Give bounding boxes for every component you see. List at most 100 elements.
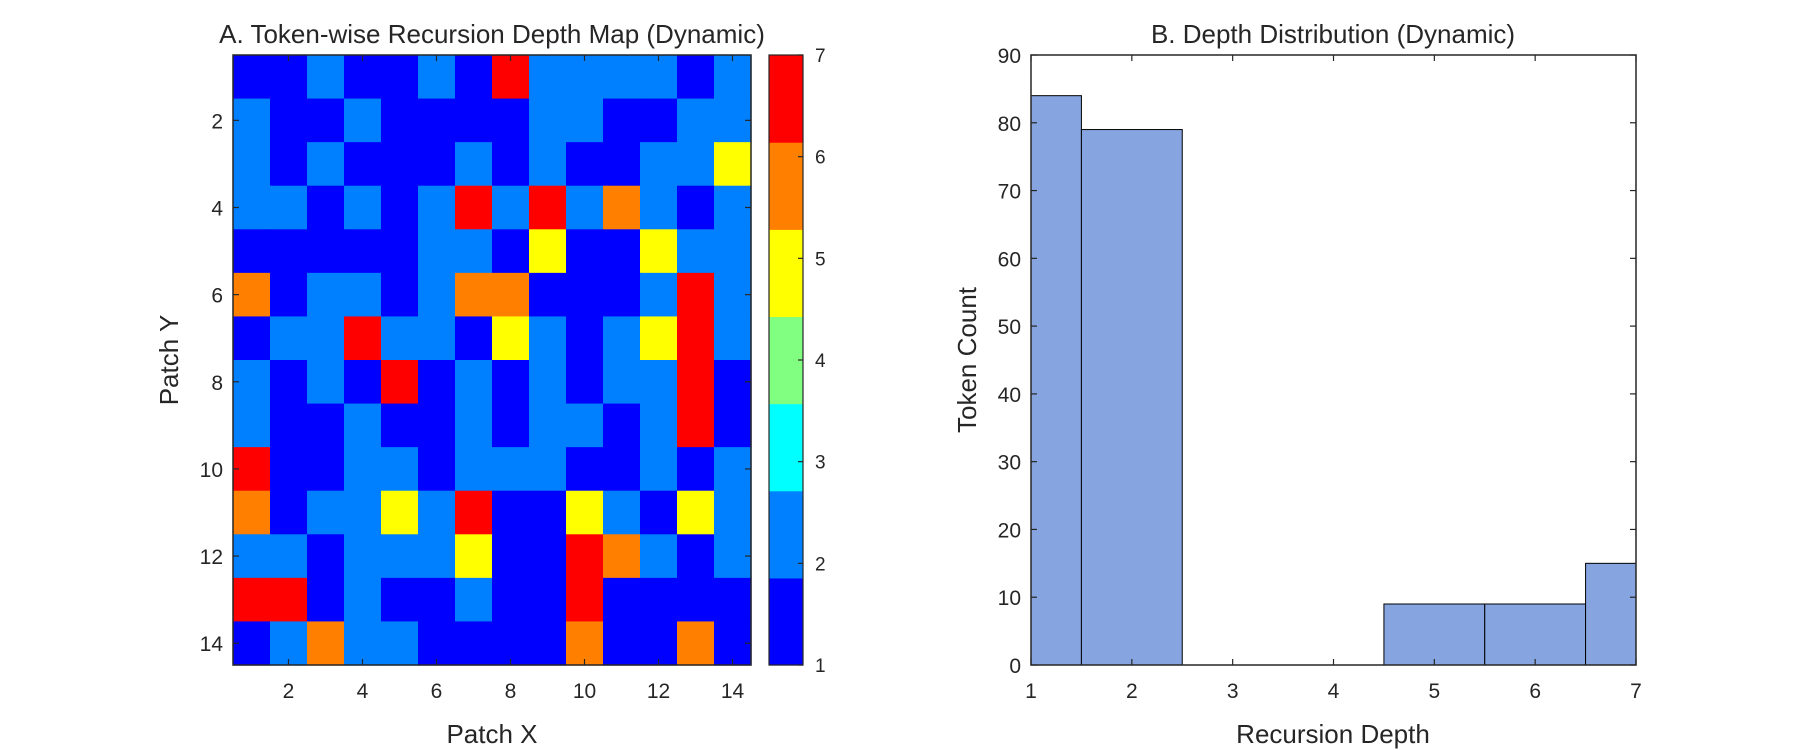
x-tick-label: 1 xyxy=(1025,680,1037,703)
heatmap-cell xyxy=(566,360,604,405)
heatmap-cell xyxy=(270,229,308,274)
histogram-bar xyxy=(1030,95,1082,666)
bar-series xyxy=(1030,95,1637,666)
heatmap-cell xyxy=(529,272,567,318)
heatmap-cell xyxy=(640,316,678,361)
heatmap-cell xyxy=(603,621,641,666)
heatmap-cell xyxy=(455,534,493,579)
heatmap-cells xyxy=(233,55,752,666)
heatmap-cell xyxy=(603,55,641,100)
heatmap-cell xyxy=(233,360,271,405)
heatmap-cell xyxy=(233,447,271,492)
x-tick-label: 4 xyxy=(357,680,369,703)
heatmap-cell xyxy=(270,490,308,535)
heatmap-cell xyxy=(455,316,493,361)
heatmap-cell xyxy=(418,447,456,492)
heatmap-cell xyxy=(381,98,419,143)
bar-x-ticks: 1 2 3 4 5 6 7 xyxy=(1025,55,1642,703)
heatmap-cell xyxy=(233,55,271,100)
heatmap-cell xyxy=(418,403,456,448)
heatmap-cell xyxy=(640,403,678,448)
heatmap-cell xyxy=(640,534,678,579)
heatmap-cell xyxy=(492,316,530,361)
heatmap-cell xyxy=(270,534,308,579)
heatmap-cell xyxy=(307,534,345,579)
heatmap-cell xyxy=(492,360,530,405)
heatmap-cell xyxy=(344,447,382,492)
heatmap-cell xyxy=(270,272,308,318)
heatmap-cell xyxy=(640,142,678,187)
y-tick-label: 90 xyxy=(998,45,1021,68)
heatmap-cell xyxy=(640,360,678,405)
heatmap-cell xyxy=(529,229,567,274)
histogram-bar xyxy=(1585,562,1637,666)
x-tick-label: 12 xyxy=(647,680,670,703)
heatmap-cell xyxy=(677,490,715,535)
x-tick-label: 3 xyxy=(1227,680,1239,703)
heatmap-cell xyxy=(603,534,641,579)
heatmap-cell xyxy=(677,316,715,361)
heatmap-cell xyxy=(677,55,715,100)
heatmap-cell xyxy=(640,490,678,535)
histogram-bar xyxy=(1484,603,1587,666)
heatmap-cell xyxy=(381,621,419,666)
colorbar-tick-label: 2 xyxy=(815,554,826,575)
heatmap-cell xyxy=(677,185,715,230)
heatmap-cell xyxy=(714,403,752,448)
heatmap-cell xyxy=(270,316,308,361)
heatmap-cell xyxy=(677,360,715,405)
colorbar-segment xyxy=(769,142,803,230)
heatmap-cell xyxy=(566,577,604,623)
heatmap-cell xyxy=(307,316,345,361)
y-tick-label: 80 xyxy=(998,113,1021,136)
heatmap-cell xyxy=(529,447,567,492)
heatmap-cell xyxy=(566,534,604,579)
heatmap-cell xyxy=(529,621,567,666)
heatmap-cell xyxy=(640,447,678,492)
heatmap-cell xyxy=(455,621,493,666)
x-tick-label: 4 xyxy=(1328,680,1340,703)
heatmap-cell xyxy=(307,490,345,535)
bar-x-label: Recursion Depth xyxy=(1236,719,1430,749)
heatmap-cell xyxy=(492,490,530,535)
heatmap-title: A. Token-wise Recursion Depth Map (Dynam… xyxy=(219,19,765,49)
y-tick-label: 60 xyxy=(998,248,1021,271)
heatmap-cell xyxy=(233,534,271,579)
heatmap-cell xyxy=(381,490,419,535)
heatmap-cell xyxy=(307,403,345,448)
heatmap-cell xyxy=(566,229,604,274)
heatmap-cell xyxy=(455,360,493,405)
heatmap-cell xyxy=(418,142,456,187)
heatmap-cell xyxy=(603,403,641,448)
heatmap-cell xyxy=(714,55,752,100)
heatmap-cell xyxy=(270,98,308,143)
heatmap-cell xyxy=(566,98,604,143)
heatmap-cell xyxy=(566,316,604,361)
heatmap-cell xyxy=(492,447,530,492)
heatmap-cell xyxy=(529,98,567,143)
heatmap-cell xyxy=(714,490,752,535)
heatmap-cell xyxy=(344,490,382,535)
heatmap-cell xyxy=(381,403,419,448)
histogram-bar xyxy=(1080,129,1183,666)
heatmap-cell xyxy=(233,577,271,623)
heatmap-cell xyxy=(529,490,567,535)
colorbar-segment xyxy=(769,316,803,405)
heatmap-y-ticks: 2 4 6 8 10 12 14 xyxy=(200,110,751,656)
bar-y-ticks: 0 10 20 30 40 50 60 70 80 90 xyxy=(998,45,1636,678)
heatmap-cell xyxy=(307,447,345,492)
heatmap-cell xyxy=(381,447,419,492)
colorbar-segment xyxy=(769,229,803,318)
heatmap-cell xyxy=(603,490,641,535)
y-tick-label: 12 xyxy=(200,546,223,569)
heatmap-cell xyxy=(270,55,308,100)
heatmap-cell xyxy=(492,98,530,143)
heatmap-cell xyxy=(603,316,641,361)
heatmap-cell xyxy=(307,577,345,623)
heatmap-panel: A. Token-wise Recursion Depth Map (Dynam… xyxy=(154,19,826,749)
heatmap-cell xyxy=(714,577,752,623)
heatmap-cell xyxy=(492,577,530,623)
heatmap-cell xyxy=(677,447,715,492)
heatmap-cell xyxy=(233,316,271,361)
heatmap-cell xyxy=(418,360,456,405)
